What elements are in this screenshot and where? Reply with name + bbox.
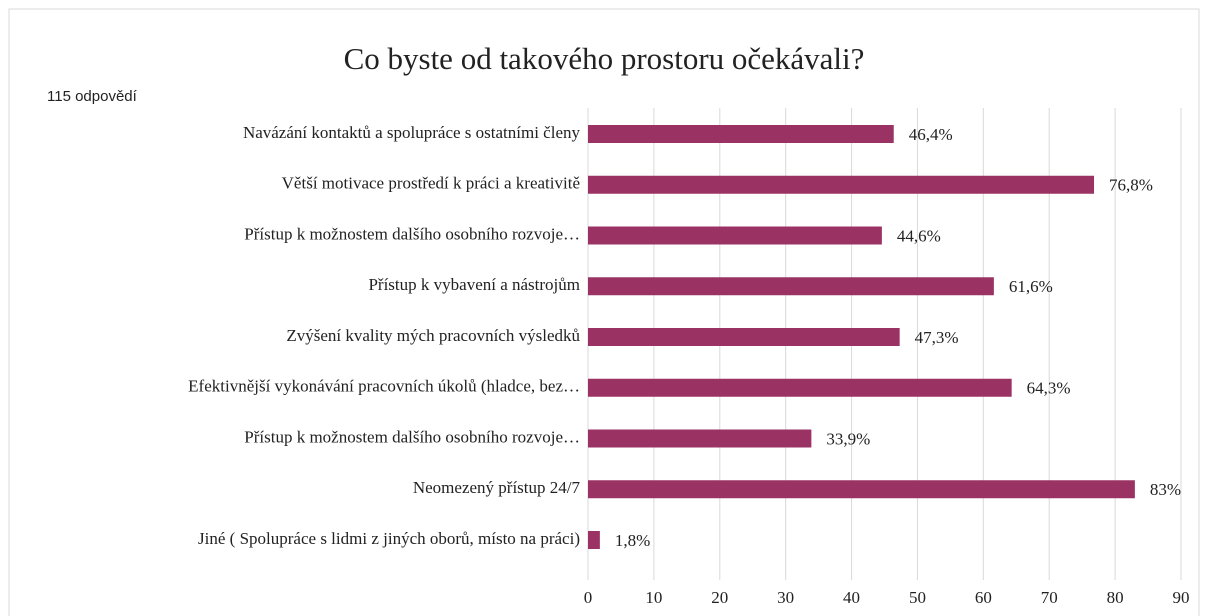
category-label: Přístup k vybavení a nástrojům — [368, 275, 580, 294]
value-label: 76,8% — [1109, 176, 1153, 195]
x-tick-label: 30 — [777, 588, 794, 607]
bar — [588, 175, 1095, 194]
bar — [588, 480, 1135, 499]
chart-frame — [8, 8, 1200, 616]
subtitle: 115 odpovědí — [47, 88, 138, 105]
category-label: Neomezený přístup 24/7 — [413, 478, 581, 497]
value-label: 44,6% — [897, 226, 941, 245]
value-label: 47,3% — [915, 328, 959, 347]
x-tick-label: 20 — [711, 588, 728, 607]
bar — [588, 125, 894, 143]
x-tick-label: 90 — [1173, 588, 1190, 607]
x-tick-label: 0 — [584, 588, 593, 607]
category-label: Větší motivace prostředí k práci a kreat… — [282, 174, 580, 193]
value-label: 1,8% — [615, 531, 650, 550]
x-tick-label: 50 — [909, 588, 926, 607]
category-label: Jiné ( Spolupráce s lidmi z jiných oborů… — [198, 529, 580, 548]
category-label: Efektivnější vykonávání pracovních úkolů… — [188, 377, 580, 396]
x-tick-label: 10 — [645, 588, 662, 607]
x-tick-label: 80 — [1107, 588, 1124, 607]
category-label: Navázání kontaktů a spolupráce s ostatní… — [243, 123, 581, 142]
x-tick-label: 40 — [843, 588, 860, 607]
value-label: 83% — [1150, 480, 1181, 499]
category-label: Zvýšení kvality mých pracovních výsledků — [286, 326, 580, 345]
bar — [588, 226, 882, 245]
bar — [588, 378, 1012, 397]
chart-title: Co byste od takového prostoru očekávali? — [344, 41, 865, 76]
category-label: Přístup k možnostem dalšího osobního roz… — [244, 224, 580, 243]
bar — [588, 328, 900, 346]
value-label: 46,4% — [909, 125, 953, 144]
category-label: Přístup k možnostem dalšího osobního roz… — [244, 427, 580, 446]
value-label: 64,3% — [1027, 379, 1071, 398]
x-tick-label: 70 — [1041, 588, 1058, 607]
bar — [588, 429, 812, 448]
value-label: 33,9% — [826, 429, 870, 448]
bar — [588, 277, 994, 296]
bar — [588, 531, 600, 549]
x-tick-label: 60 — [975, 588, 992, 607]
value-label: 61,6% — [1009, 277, 1053, 296]
